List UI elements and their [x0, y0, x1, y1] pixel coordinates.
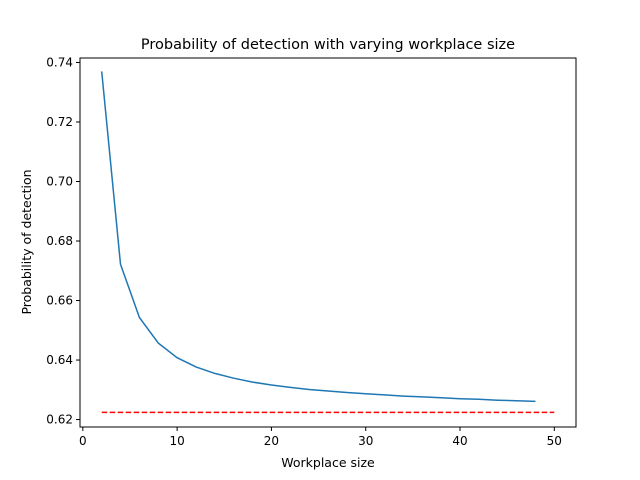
series-layer	[100, 71, 555, 414]
detection-probability-line	[100, 71, 536, 403]
x-tick-label: 30	[358, 434, 373, 448]
y-tick-label: 0.62	[46, 413, 73, 427]
x-tick-label: 0	[79, 434, 87, 448]
plot-frame	[79, 57, 577, 428]
x-axis-label: Workplace size	[281, 455, 375, 470]
x-tick-label: 40	[452, 434, 467, 448]
axes-layer: 0 10 20 30 40 50 0.62 0.64 0.66 0.68 0.70 0.72 0.74	[46, 55, 562, 448]
y-tick-label: 0.64	[46, 353, 73, 367]
y-axis-label: Probability of detection	[19, 169, 34, 314]
y-tick-label: 0.74	[46, 55, 73, 69]
x-tick-label: 20	[264, 434, 279, 448]
x-tick-label: 50	[547, 434, 562, 448]
y-tick-label: 0.70	[46, 174, 73, 188]
x-tick-label: 10	[169, 434, 184, 448]
y-tick-label: 0.66	[46, 294, 73, 308]
y-tick-label: 0.72	[46, 115, 73, 129]
chart-title: Probability of detection with varying wo…	[141, 37, 515, 53]
y-tick-label: 0.68	[46, 234, 73, 248]
